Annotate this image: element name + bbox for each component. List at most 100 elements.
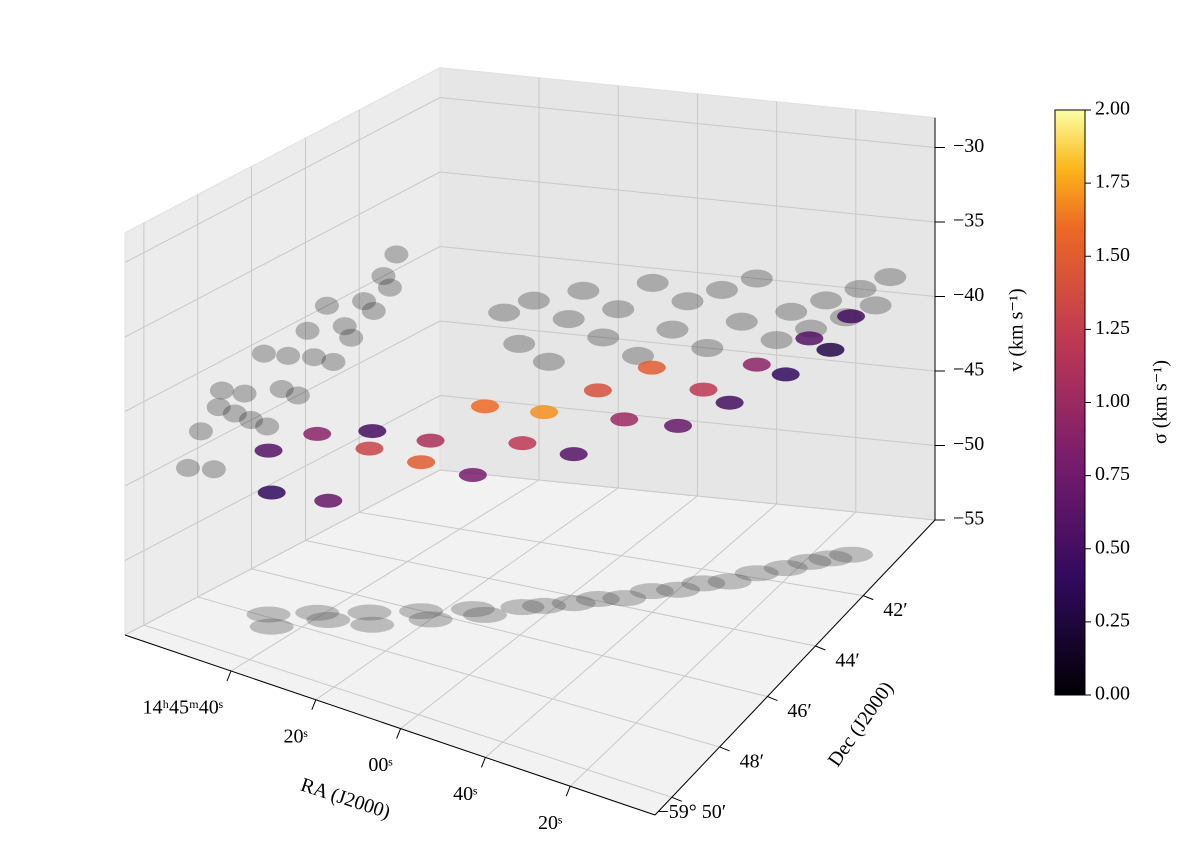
floor-shadow <box>295 604 340 621</box>
grid-line <box>124 395 441 561</box>
colorbar-tick-label: 0.50 <box>1095 536 1130 558</box>
x-tick <box>396 728 402 739</box>
back-wall-shadow <box>810 291 843 310</box>
point <box>257 485 286 500</box>
point <box>837 309 866 324</box>
left-wall-shadow <box>314 296 339 315</box>
left-wall-shadow <box>188 422 213 441</box>
grid-line <box>124 469 441 636</box>
x-tick <box>565 786 571 797</box>
colorbar-tick-label: 1.25 <box>1095 317 1130 339</box>
point <box>795 331 824 346</box>
left-wall-shadow <box>209 381 234 400</box>
back-wall-shadow <box>671 292 704 311</box>
colorbar-tick-label: 0.00 <box>1095 683 1130 705</box>
floor-shadow <box>829 546 874 563</box>
grid-line <box>251 568 768 698</box>
y-tick <box>815 645 826 651</box>
point <box>358 424 387 439</box>
colorbar-tick-label: 0.75 <box>1095 463 1130 485</box>
grid-line <box>439 246 936 297</box>
left-wall-shadow <box>206 398 231 417</box>
left-wall-shadow <box>269 380 294 399</box>
back-wall-shadow <box>622 346 654 365</box>
floor-shadow <box>462 606 507 623</box>
point <box>637 360 666 375</box>
point <box>508 436 537 451</box>
left-wall-shadow <box>352 292 377 311</box>
x-tick <box>226 670 232 682</box>
z-axis-label: v (km s⁻¹) <box>1006 288 1028 371</box>
back-wall-shadow <box>725 312 758 331</box>
x-tick <box>480 757 486 768</box>
floor-shadow <box>787 553 832 570</box>
z-tick-label: −30 <box>953 135 984 157</box>
point <box>458 467 487 482</box>
grid-line <box>439 469 936 521</box>
point <box>470 399 499 414</box>
left-wall-shadow <box>232 384 257 403</box>
z-tick-label: −50 <box>953 433 984 455</box>
left-wall-shadow <box>251 344 276 363</box>
back-wall-shadow <box>760 331 793 350</box>
point <box>816 342 845 357</box>
axis-line <box>654 519 936 816</box>
back-wall-shadow <box>656 320 689 339</box>
y-tick <box>671 796 682 802</box>
back-wall-shadow <box>567 281 600 300</box>
floor-shadow <box>450 601 495 618</box>
left-wall-shadow <box>371 267 396 286</box>
colorbar-tick-label: 1.75 <box>1095 171 1130 193</box>
left-wall-shadow <box>384 245 409 264</box>
grid-line <box>197 596 720 748</box>
left-wall-shadow <box>377 278 402 297</box>
colorbar-tick-label: 1.00 <box>1095 390 1130 412</box>
z-tick-label: −55 <box>953 508 984 530</box>
back-wall-shadow <box>859 296 892 315</box>
y-tick <box>863 595 874 601</box>
left-wall-shadow <box>339 328 364 347</box>
back-wall-shadow <box>705 280 738 299</box>
x-tick-label: 14ʰ45ᵐ40ˢ <box>143 697 223 719</box>
left-wall-shadow <box>295 321 320 340</box>
floor-shadow <box>681 575 726 592</box>
floor-shadow <box>551 595 596 612</box>
back-wall-shadow <box>775 302 808 321</box>
colorbar-tick-label: 0.25 <box>1095 609 1130 631</box>
grid-line <box>439 320 936 372</box>
floor-shadow <box>602 590 647 607</box>
point <box>715 395 744 410</box>
floor-shadow <box>246 606 291 623</box>
y-axis-label: Dec (J2000) <box>824 678 898 771</box>
grid-line <box>305 539 816 647</box>
back-wall-shadow <box>602 300 635 319</box>
point <box>355 441 384 456</box>
floor-shadow <box>249 618 294 635</box>
floor-shadow <box>707 573 752 590</box>
floor-shadow <box>306 611 351 628</box>
floor-shadow <box>350 616 395 633</box>
y-tick-label: 48′ <box>740 751 764 773</box>
point <box>314 493 343 508</box>
left-wall-shadow <box>201 460 226 479</box>
point <box>689 382 718 397</box>
point <box>416 433 445 448</box>
floor-shadow <box>500 599 545 616</box>
grid-line <box>569 511 857 787</box>
back-wall-shadow <box>552 310 585 329</box>
left-wall-shadow <box>285 386 310 405</box>
x-axis-label: RA (J2000) <box>298 774 393 824</box>
left-wall-shadow <box>239 411 263 429</box>
floor-shadow <box>575 591 620 608</box>
colorbar-tick-label: 1.50 <box>1095 244 1130 266</box>
point <box>254 443 283 458</box>
left-wall-shadow <box>361 301 386 320</box>
grid-line <box>124 97 441 263</box>
floor-shadow <box>522 597 567 614</box>
grid-line <box>439 171 936 223</box>
back-wall-shadow <box>488 303 521 322</box>
back-wall-shadow <box>517 291 550 310</box>
panes <box>123 66 937 816</box>
floor-shadow <box>656 581 701 598</box>
